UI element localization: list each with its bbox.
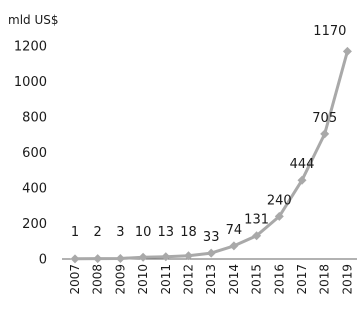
data-point-marker [161,252,171,262]
x-tick-label: 2011 [159,264,173,295]
data-label: 240 [267,193,292,208]
unit-label: mld US$ [8,13,59,27]
data-point-marker [70,254,80,264]
data-point-marker [206,248,216,258]
data-label: 74 [226,223,243,238]
data-label: 2 [94,225,102,240]
y-tick-label: 800 [22,111,47,126]
y-tick-label: 200 [22,217,47,232]
data-label: 705 [312,111,337,126]
data-label: 13 [158,225,175,240]
x-tick-label: 2019 [340,264,354,295]
x-tick-label: 2018 [318,264,332,295]
data-point-marker [252,231,262,241]
data-label: 33 [203,230,220,245]
x-tick-label: 2013 [204,264,218,295]
x-axis-ticks: 2007 2008 2009 2010 2011 2012 2013 2014 2015 2016… [68,264,354,295]
data-label: 3 [116,225,124,240]
x-tick-label: 2016 [272,264,286,295]
data-point-marker [274,211,284,221]
y-axis-ticks: 0 200 400 600 800 1000 1200 [14,40,47,268]
data-label: 444 [290,157,315,172]
y-tick-label: 1000 [14,75,47,90]
data-point-marker [115,253,125,263]
data-point-marker [184,251,193,261]
data-point-marker [93,254,103,264]
data-label: 1 [71,225,79,240]
data-point-marker [229,241,239,251]
x-tick-label: 2017 [295,264,309,295]
data-point-marker [342,46,352,56]
data-point-marker [320,129,330,139]
data-point-marker [138,252,148,262]
x-tick-label: 2007 [68,264,82,295]
x-tick-label: 2010 [136,264,150,295]
data-label: 10 [135,225,152,240]
x-tick-label: 2009 [113,264,127,295]
data-label: 131 [244,213,269,228]
x-tick-label: 2014 [227,264,241,295]
y-tick-label: 400 [22,182,47,197]
data-label: 18 [180,225,197,240]
data-label: 1170 [313,24,346,39]
x-tick-label: 2008 [91,264,105,295]
y-tick-label: 1200 [14,40,47,55]
y-tick-label: 600 [22,146,47,161]
x-tick-label: 2015 [250,264,264,295]
y-tick-label: 0 [39,253,47,268]
x-tick-label: 2012 [182,264,196,295]
data-point-marker [297,175,307,185]
